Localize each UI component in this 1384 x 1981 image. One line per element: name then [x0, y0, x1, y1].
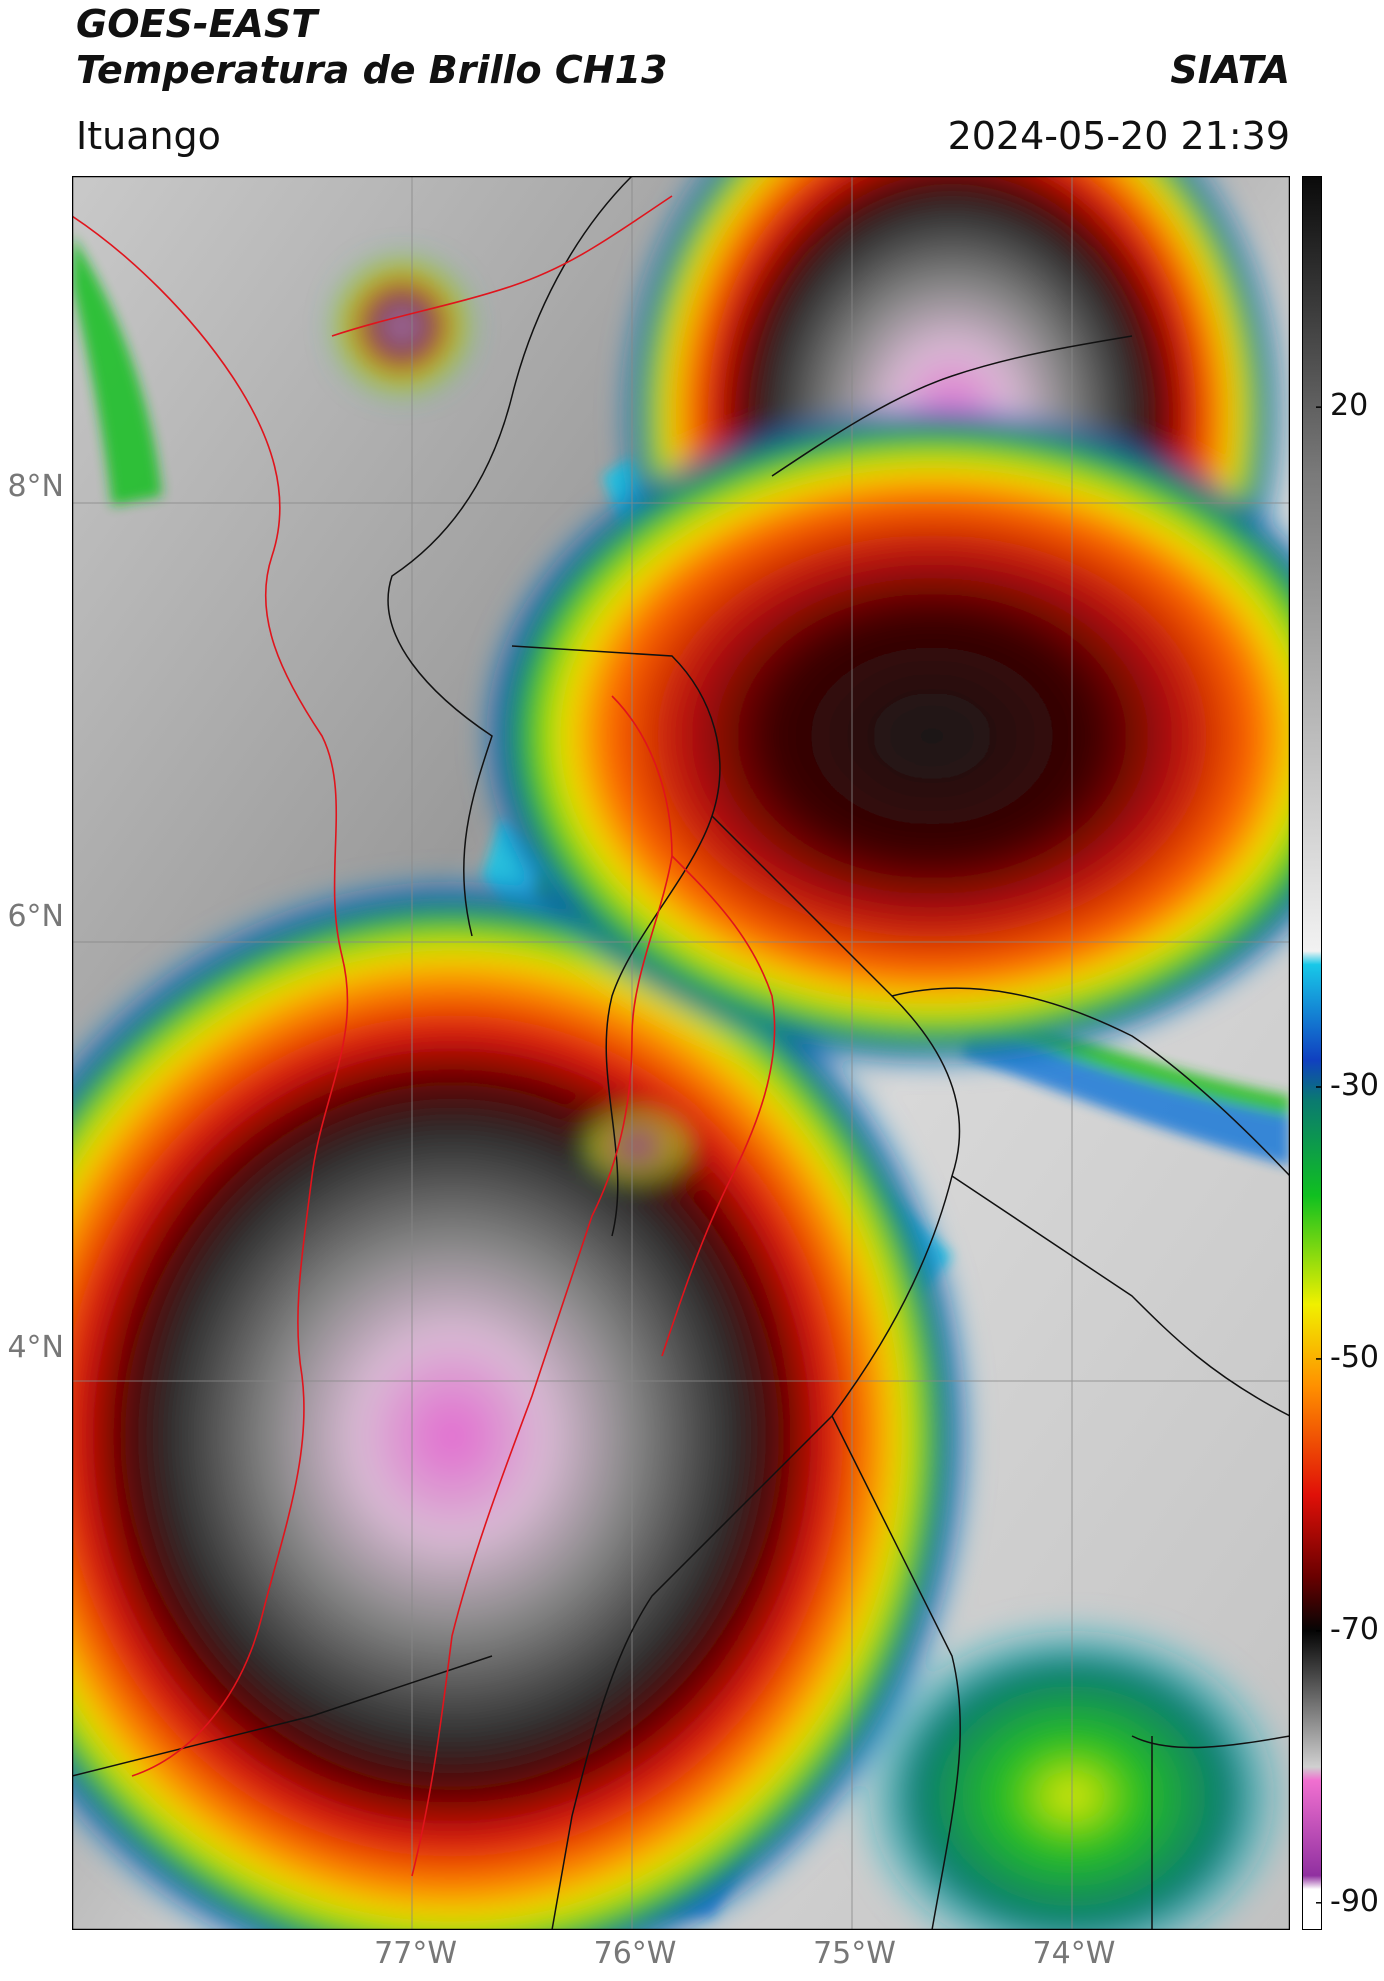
coastline-pacific: [72, 215, 349, 1777]
lat-tick-label: 4°N: [7, 1329, 64, 1365]
cloud-cell-south-east: [852, 1616, 1290, 1930]
map-outline: [72, 176, 1290, 1930]
storm-ituango-cell: [587, 1114, 687, 1178]
admin-border-11: [771, 335, 1133, 477]
basin-boundary-east: [661, 855, 776, 1357]
title-product: Temperatura de Brillo CH13: [76, 48, 668, 92]
colorbar-fill: [1302, 176, 1322, 1930]
admin-border-3: [711, 815, 961, 1417]
colorbar-tick-label: -30: [1330, 1067, 1379, 1103]
admin-border-7: [831, 1415, 962, 1930]
source-label: SIATA: [1170, 48, 1290, 92]
colorbar-outline: [1302, 176, 1322, 1930]
lon-tick-label: 75°W: [813, 1936, 896, 1971]
highlight-borders: [72, 195, 776, 1877]
storm-small-north: [332, 256, 472, 396]
location-label: Ituango: [76, 114, 221, 158]
colorbar-tick-label: -50: [1330, 1339, 1379, 1375]
storm-central: [482, 406, 1290, 1066]
admin-border-10: [72, 1655, 493, 1777]
admin-border-6: [951, 1175, 1290, 1417]
satellite-map: [72, 176, 1290, 1930]
coastline-caribbean: [331, 195, 673, 337]
colorbar: [1302, 176, 1322, 1930]
admin-border-5: [891, 987, 1290, 1177]
colorbar-tick-label: -90: [1330, 1883, 1379, 1919]
colorbar-tick-label: 20: [1330, 388, 1369, 424]
lon-tick-label: 76°W: [593, 1936, 677, 1971]
admin-border-4: [551, 1415, 833, 1930]
lat-tick-label: 8°N: [7, 469, 64, 505]
colorbar-tick-label: -70: [1330, 1611, 1379, 1647]
storm-systems: [72, 176, 1290, 1930]
lon-tick-label: 74°W: [1032, 1936, 1116, 1971]
title-satellite: GOES-EAST: [76, 2, 318, 46]
colorbar-ticks: [1316, 406, 1322, 1904]
lon-tick-label: 77°W: [374, 1936, 457, 1971]
admin-border-8: [1131, 1735, 1290, 1749]
cloud-band-west: [72, 236, 162, 506]
storm-south-west: [72, 876, 972, 1930]
admin-border-1: [387, 176, 633, 937]
timestamp-label: 2024-05-20 21:39: [947, 114, 1290, 158]
lat-tick-label: 6°N: [7, 899, 64, 935]
